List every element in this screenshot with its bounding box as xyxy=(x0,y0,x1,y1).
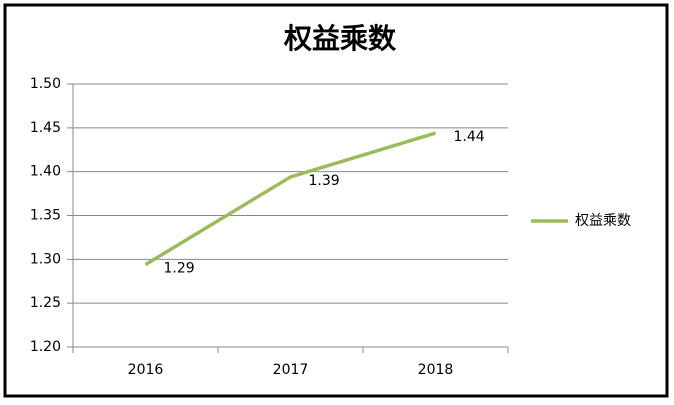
y-tick-label: 1.35 xyxy=(30,208,61,224)
chart-frame xyxy=(3,3,669,398)
data-label: 1.44 xyxy=(454,129,485,145)
legend-label: 权益乘数 xyxy=(575,213,631,229)
data-line xyxy=(144,131,437,267)
x-tick-label: 2017 xyxy=(273,362,309,378)
data-label: 1.39 xyxy=(309,173,340,189)
data-label: 1.29 xyxy=(164,261,195,277)
y-tick-label: 1.40 xyxy=(30,164,61,180)
y-tick-label: 1.50 xyxy=(30,76,61,92)
x-tick-label: 2016 xyxy=(128,362,164,378)
chart-title: 权益乘数 xyxy=(283,22,397,55)
y-tick-label: 1.20 xyxy=(30,339,61,355)
y-tick-label: 1.45 xyxy=(30,120,61,136)
x-tick-label: 2018 xyxy=(418,362,454,378)
y-tick-label: 1.25 xyxy=(30,295,61,311)
y-tick-label: 1.30 xyxy=(30,251,61,267)
